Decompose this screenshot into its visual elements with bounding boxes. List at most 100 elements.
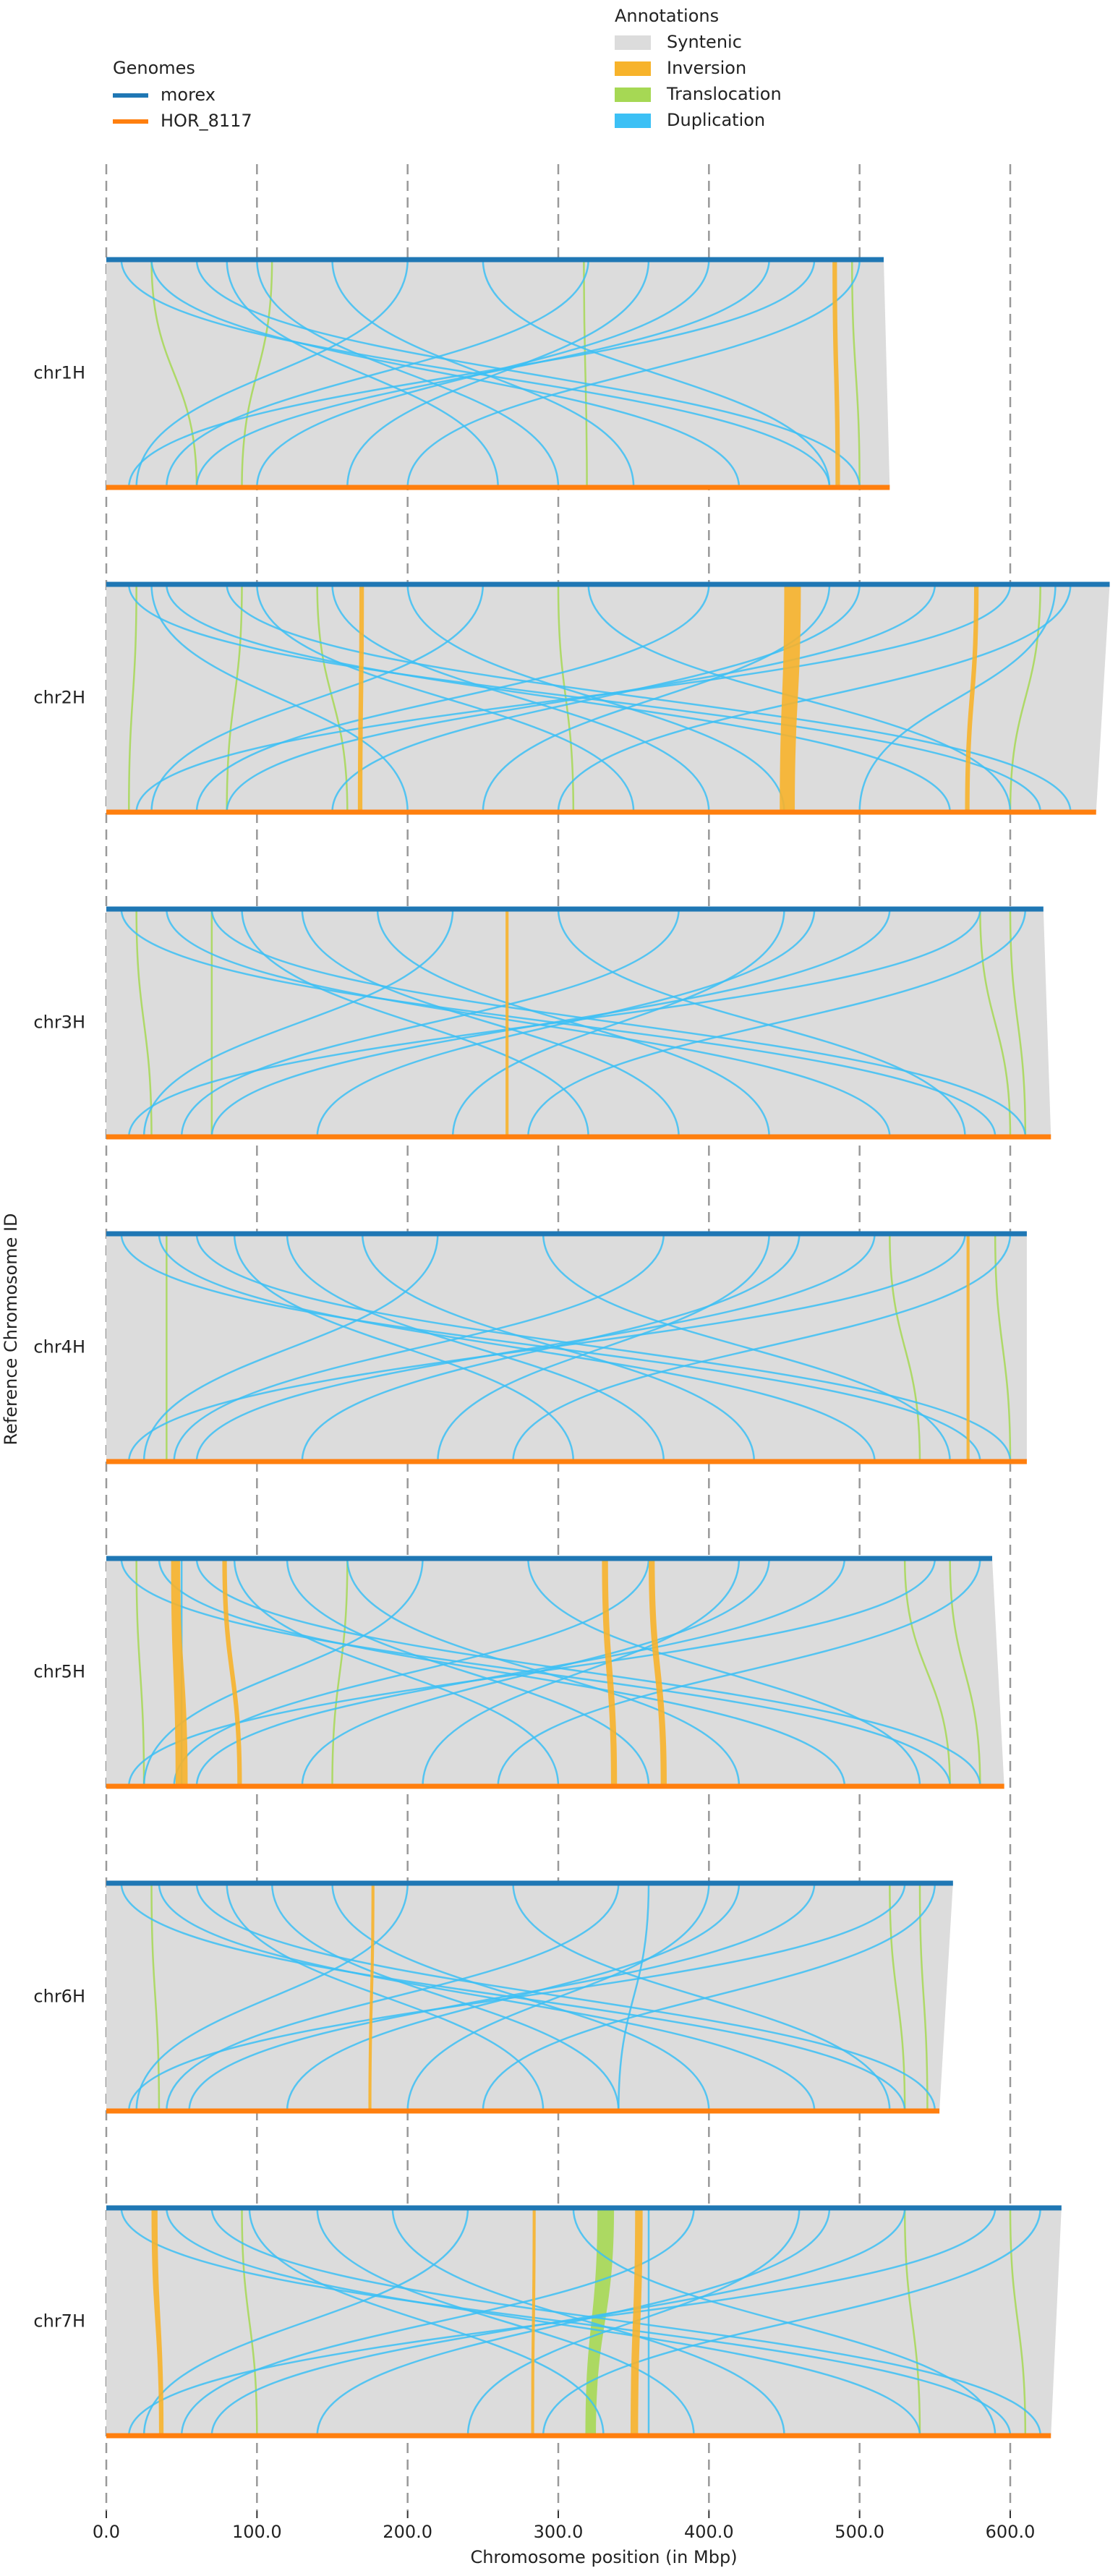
y-tick-label: chr2H: [33, 688, 85, 708]
syntenic-band: [106, 1234, 1027, 1462]
duplication: [166, 1882, 620, 2112]
duplication: [346, 259, 650, 488]
legend-label: HOR_8117: [161, 111, 252, 131]
duplication: [142, 908, 454, 1138]
translocation: [918, 1882, 929, 2112]
inversion: [151, 2208, 164, 2436]
inversion: [631, 2208, 643, 2436]
translocation: [316, 584, 349, 813]
x-tick-label: 200.0: [383, 2522, 432, 2542]
duplication: [166, 2207, 921, 2436]
duplication: [150, 259, 741, 488]
translocation: [949, 1558, 981, 1787]
translocation: [994, 1233, 1012, 1462]
duplication: [301, 908, 680, 1138]
duplication: [195, 1233, 876, 1462]
x-tick-label: 0.0: [93, 2522, 120, 2542]
duplication: [128, 1882, 906, 2112]
y-axis-title: Reference Chromosome ID: [1, 1213, 21, 1445]
labels: 0.0 100.0 200.0 300.0 400.0 500.0 600.0 morex HO…: [33, 32, 1035, 2542]
translocation: [331, 1558, 349, 1787]
x-tick-label: 500.0: [835, 2522, 884, 2542]
translocation: [135, 1558, 145, 1787]
duplication: [527, 908, 1027, 1138]
duplication: [331, 1882, 710, 2112]
duplication: [166, 908, 891, 1138]
duplication: [346, 1558, 741, 1787]
duplication: [527, 1558, 921, 1787]
inversion: [171, 1558, 188, 1786]
duplication: [256, 584, 635, 813]
ribbons: [106, 257, 1110, 2439]
legend-label: Syntenic: [667, 32, 742, 52]
duplication: [587, 584, 1012, 813]
translocation: [889, 1233, 921, 1462]
inversion: [531, 2208, 536, 2436]
duplication: [142, 1558, 424, 1787]
legend-label: morex: [161, 85, 216, 105]
duplication: [542, 1233, 951, 1462]
duplication: [195, 1558, 846, 1787]
duplication: [248, 2207, 605, 2436]
legend-patch: [615, 35, 651, 50]
translocation: [241, 2207, 258, 2436]
duplication: [188, 1882, 816, 2112]
translocation: [1009, 2207, 1027, 2436]
duplication: [256, 259, 560, 488]
duplication: [512, 1233, 1012, 1462]
syntenic-band: [106, 1883, 953, 2111]
duplication: [180, 2207, 695, 2436]
duplication: [512, 1882, 891, 2112]
duplication: [361, 1233, 756, 1462]
translocation: [1009, 584, 1041, 813]
translocation: [903, 1558, 951, 1787]
legend-title: Genomes: [113, 58, 195, 78]
x-axis-title: Chromosome position (in Mbp): [470, 2547, 737, 2567]
translocation: [1009, 908, 1027, 1138]
translocation: [903, 2207, 921, 2436]
duplication: [128, 1233, 966, 1462]
duplication: [858, 584, 1057, 813]
duplication: [128, 259, 816, 488]
duplication: [173, 1233, 665, 1462]
translocation: [226, 584, 243, 813]
duplication: [422, 1558, 741, 1787]
duplication: [572, 2207, 997, 2436]
y-tick-label: chr6H: [33, 1987, 85, 2007]
duplication: [195, 259, 861, 488]
duplication: [166, 584, 951, 813]
legend-patch: [615, 61, 651, 76]
duplication: [210, 2207, 906, 2436]
inversion: [832, 260, 840, 487]
duplication: [437, 1233, 770, 1462]
duplication: [135, 1882, 409, 2112]
inversion: [222, 1558, 242, 1786]
translocation: [150, 1882, 161, 2112]
duplication: [135, 584, 1012, 813]
legend-label: Translocation: [666, 84, 782, 104]
duplication: [195, 1882, 936, 2112]
inversion: [649, 1558, 667, 1786]
x-tick-label: 100.0: [232, 2522, 282, 2542]
translocation: [889, 1882, 906, 2112]
duplication: [557, 908, 966, 1138]
translocation: [557, 584, 575, 813]
inversion: [602, 1558, 618, 1786]
inversion: [357, 584, 364, 812]
duplication: [226, 259, 499, 488]
duplication: [173, 1558, 650, 1787]
translocation: [851, 259, 861, 488]
x-tick-label: 300.0: [534, 2522, 584, 2542]
duplication: [286, 1558, 650, 1787]
duplication: [542, 2207, 1041, 2436]
legend-title: Annotations: [615, 6, 719, 26]
legend-label: Inversion: [667, 58, 746, 78]
translocation: [135, 908, 153, 1138]
duplication: [241, 908, 589, 1138]
y-tick-label: chr1H: [33, 363, 85, 383]
legend-label: Duplication: [667, 110, 765, 130]
syntenic-band: [106, 2208, 1062, 2436]
duplication: [158, 1233, 876, 1462]
duplication: [195, 584, 710, 813]
